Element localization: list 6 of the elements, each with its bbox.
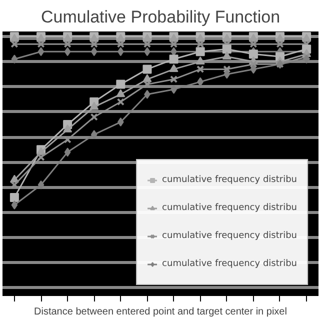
- legend-label: cumulative frequency distribu: [162, 202, 297, 214]
- chart-title: Cumulative Probability Function: [40, 8, 280, 26]
- legend-label: cumulative frequency distribu: [162, 230, 297, 242]
- legend-label: cumulative frequency distribu: [162, 174, 297, 186]
- legend-label: cumulative frequency distribu: [162, 258, 297, 270]
- x-axis-title: Distance between entered point and target center in pixel: [34, 306, 287, 318]
